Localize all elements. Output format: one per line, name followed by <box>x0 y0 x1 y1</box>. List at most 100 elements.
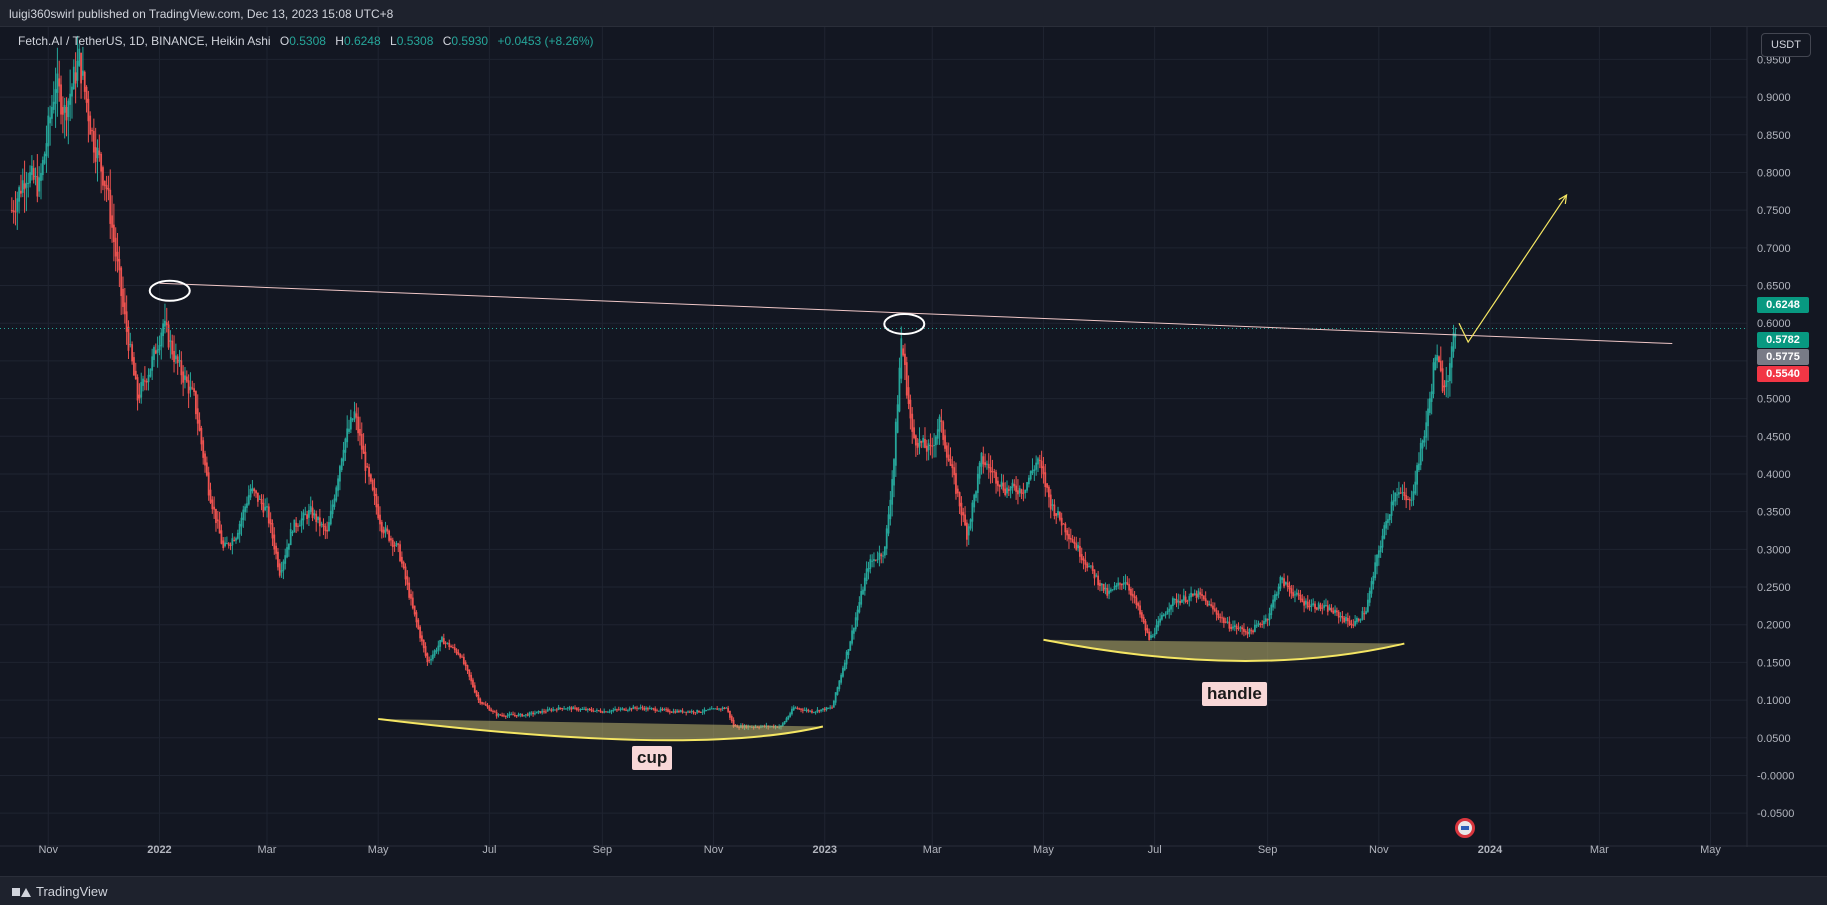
candle-body <box>1259 623 1262 625</box>
candle-body <box>595 709 598 711</box>
candle-body <box>501 715 504 717</box>
candle-body <box>513 714 516 716</box>
candle-body <box>1387 519 1389 523</box>
candle-body <box>278 563 281 576</box>
candle-body <box>1237 628 1240 630</box>
candle-body <box>1266 619 1269 621</box>
candle-body <box>838 680 841 690</box>
candle-body <box>1339 615 1342 617</box>
candle-body <box>523 715 525 717</box>
candle-body <box>229 544 232 546</box>
candle-body <box>874 559 877 561</box>
candle-body <box>597 710 600 712</box>
candle-body <box>699 711 702 713</box>
candle-body <box>1394 492 1397 502</box>
candle-body <box>565 708 567 710</box>
candle-body <box>585 708 587 711</box>
candle-body <box>590 709 593 711</box>
candle-body <box>1372 575 1375 585</box>
candle-body <box>579 708 582 710</box>
candle-body <box>114 237 117 257</box>
candle-body <box>273 534 276 550</box>
candle-body <box>989 467 992 473</box>
candle-body <box>1009 486 1012 491</box>
candle-body <box>1308 606 1311 608</box>
candle-body <box>1370 581 1373 594</box>
candle-body <box>860 591 863 605</box>
candle-body <box>873 559 875 561</box>
candle-body <box>889 499 892 520</box>
candle-body <box>1277 586 1280 595</box>
candle-body <box>56 73 59 93</box>
y-tick-label: 0.3500 <box>1757 507 1791 519</box>
candle-body <box>1328 607 1331 611</box>
candle-body <box>1117 582 1120 586</box>
candle-body <box>196 408 199 424</box>
candle-body <box>184 375 186 380</box>
candle-body <box>976 473 979 493</box>
candle-body <box>913 427 915 439</box>
candle-body <box>424 646 427 656</box>
candle-body <box>965 522 968 540</box>
candle-body <box>1346 617 1349 622</box>
candle-body <box>636 707 638 709</box>
candle-body <box>812 712 815 714</box>
cup-curve <box>378 717 824 742</box>
candle-body <box>940 420 943 422</box>
candle-body <box>287 543 290 550</box>
candle-body <box>1024 489 1027 494</box>
candle-body <box>570 707 573 710</box>
candle-body <box>384 527 387 533</box>
candle-body <box>836 687 839 695</box>
candle-body <box>417 619 420 629</box>
candle-body <box>1241 627 1244 630</box>
chart-area[interactable]: 0.9500 0.9000 0.8500 0.8000 0.7500 0.7000 0.65… <box>0 27 1827 875</box>
candle-body <box>1140 612 1143 619</box>
candle-body <box>357 416 360 434</box>
candle-body <box>816 709 819 712</box>
candle-body <box>1199 592 1202 595</box>
candle-body <box>605 711 607 713</box>
y-tick-label: 0.8000 <box>1757 167 1791 179</box>
candle-body <box>289 529 292 546</box>
y-tick-label: -0.0500 <box>1757 808 1794 820</box>
candle-body <box>1213 608 1216 611</box>
tradingview-brand[interactable]: TradingView <box>12 884 108 899</box>
x-tick-label: Sep <box>1258 844 1278 856</box>
candle-body <box>58 78 61 87</box>
currency-button[interactable]: USDT <box>1761 33 1811 57</box>
candle-body <box>1011 482 1014 488</box>
candle-body <box>98 150 101 156</box>
candle-body <box>1428 398 1431 413</box>
handle-fill <box>1043 639 1405 661</box>
handle-label[interactable]: handle <box>1202 682 1267 706</box>
candle-body <box>1099 582 1101 587</box>
candle-body <box>178 359 181 362</box>
candle-body <box>1257 623 1260 626</box>
candle-body <box>1046 483 1048 488</box>
candle-body <box>89 115 92 135</box>
change-value: +0.0453 (+8.26%) <box>497 34 594 48</box>
y-tick-label: 0.1500 <box>1757 657 1791 669</box>
candle-body <box>541 710 544 713</box>
candle-body <box>216 519 219 522</box>
candle-body <box>1186 600 1189 602</box>
candle-body <box>803 710 806 712</box>
x-tick-label: 2023 <box>812 844 836 856</box>
candle-body <box>116 251 119 262</box>
candle-body <box>1365 611 1367 614</box>
price-chart[interactable]: 0.9500 0.9000 0.8500 0.8000 0.7500 0.7000 0.65… <box>0 27 1827 875</box>
cup-label[interactable]: cup <box>632 746 673 770</box>
candle-body <box>1401 491 1404 493</box>
candle-body <box>678 711 680 713</box>
candle-body <box>1177 600 1180 603</box>
candle-body <box>532 712 535 715</box>
candle-body <box>554 709 556 711</box>
candle-body <box>388 530 391 541</box>
candle-body <box>242 509 245 520</box>
us-flag-event-icon[interactable] <box>1455 818 1475 838</box>
candle-body <box>459 654 462 658</box>
candle-body <box>1082 558 1085 561</box>
candle-body <box>555 709 558 711</box>
candle-body <box>947 454 950 461</box>
